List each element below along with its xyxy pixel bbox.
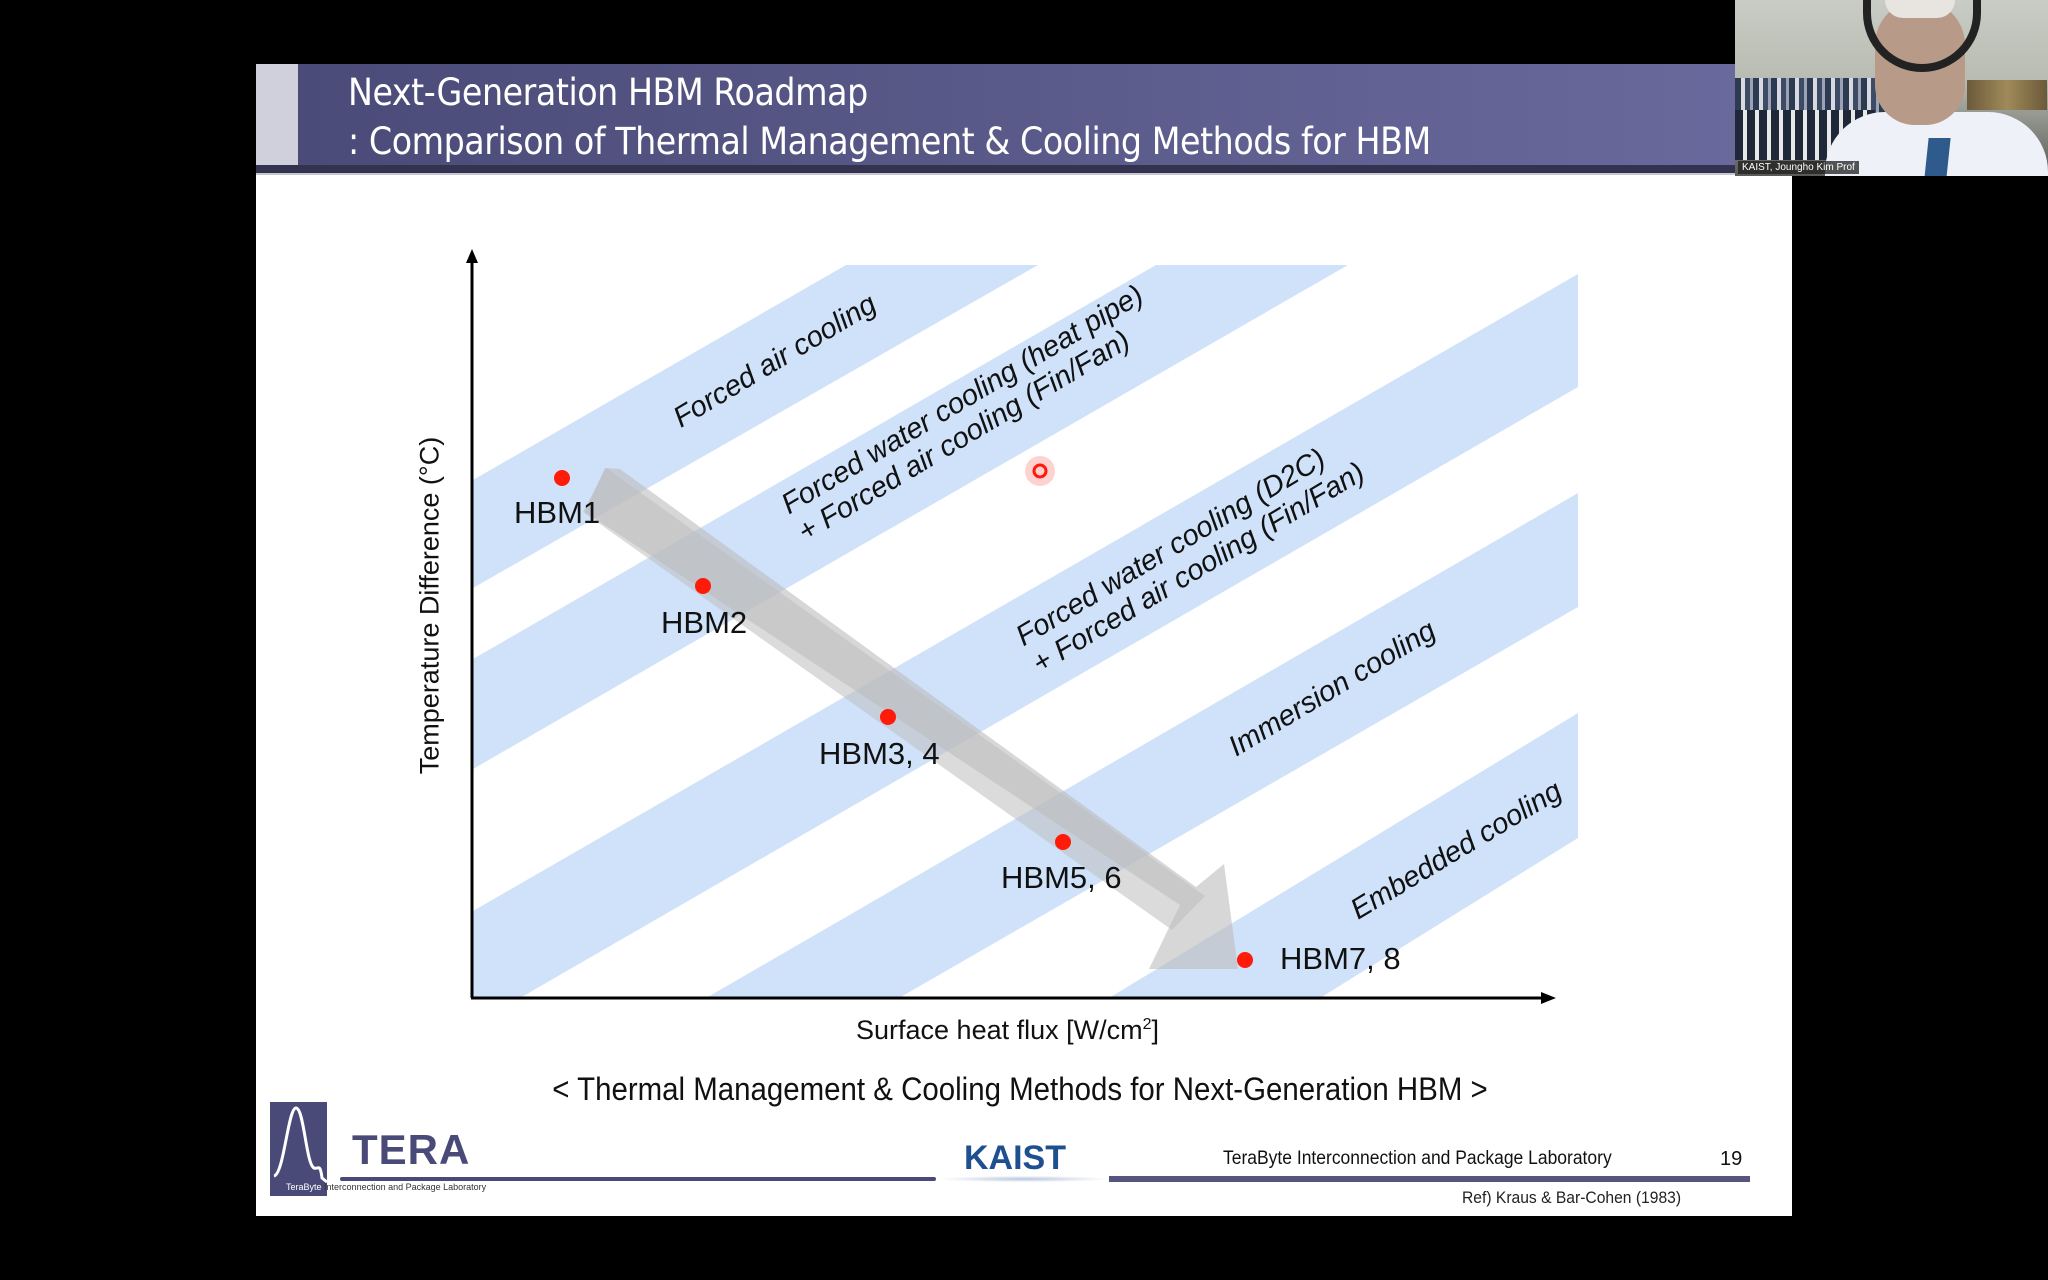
slide-page-number: 19 [1720, 1148, 1743, 1170]
header-divider-light [256, 173, 1792, 175]
participant-name-label: KAIST, Joungho Kim Prof [1738, 161, 1859, 174]
kaist-logo: KAIST [964, 1139, 1066, 1177]
header-accent-strip [256, 64, 298, 165]
tera-logo-subtitle-right: Interconnection and Package Laboratory [324, 1182, 487, 1192]
tera-logo-subtitle-left: TeraByte [286, 1182, 322, 1192]
kaist-logo-swoosh [944, 1176, 1104, 1182]
tera-logo-subtitle: TeraByte Interconnection and Package Lab… [286, 1182, 486, 1192]
footer-divider-right [1109, 1176, 1750, 1182]
reference-citation: Ref) Kraus & Bar-Cohen (1983) [1462, 1188, 1682, 1207]
webcam-person-tie [1923, 138, 1951, 176]
webcam-background-frames [1967, 80, 2047, 110]
slide-title: Next-Generation HBM Roadmap [348, 71, 868, 114]
webcam-video-tile[interactable]: KAIST, Joungho Kim Prof [1735, 0, 2048, 176]
presentation-slide: Next-Generation HBM Roadmap : Comparison… [256, 64, 1792, 1216]
footer-divider-left [340, 1177, 936, 1181]
tera-logo-mark [270, 1102, 328, 1196]
header-divider [256, 165, 1792, 173]
slide-header [256, 64, 1792, 165]
tera-logo-text: TERA [352, 1126, 471, 1173]
lab-name: TeraByte Interconnection and Package Lab… [1223, 1148, 1612, 1169]
tera-waveform-icon [273, 1106, 328, 1184]
slide-subtitle: : Comparison of Thermal Management & Coo… [348, 120, 1431, 163]
